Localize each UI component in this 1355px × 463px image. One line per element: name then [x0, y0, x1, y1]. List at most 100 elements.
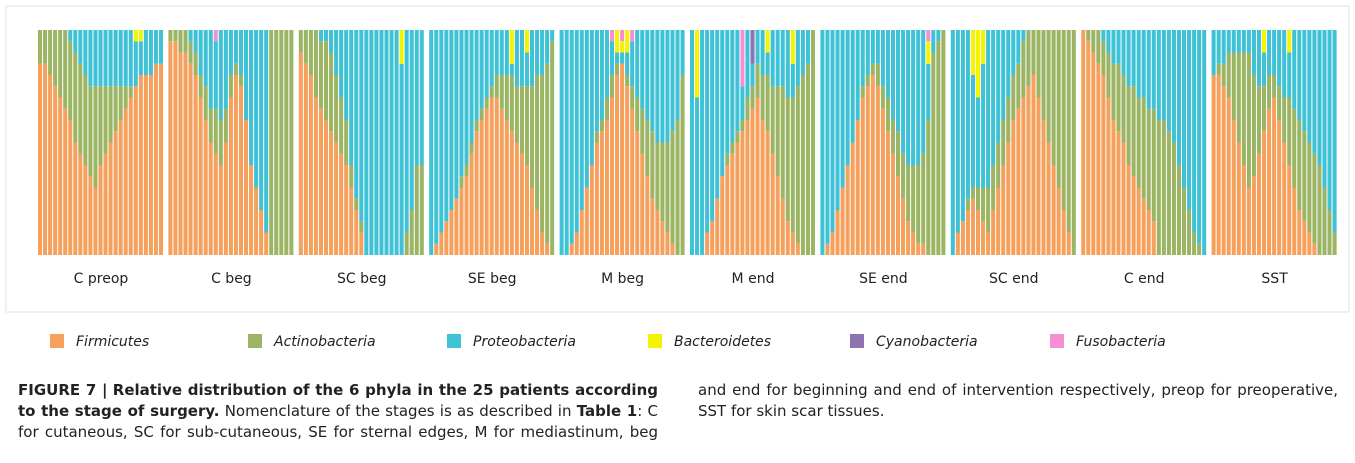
bar-segment: [594, 30, 599, 132]
bar-segment: [244, 120, 249, 255]
bar-segment: [379, 30, 384, 255]
bar-segment: [1096, 63, 1101, 255]
bar-segment: [444, 221, 449, 255]
bar-segment: [1116, 30, 1121, 64]
bar-segment: [790, 97, 795, 233]
bar-segment: [860, 30, 865, 87]
bar-segment: [414, 30, 419, 165]
bar-segment: [720, 30, 725, 177]
bar-segment: [1216, 30, 1221, 64]
bar-segment: [318, 30, 323, 42]
bar-segment: [118, 86, 123, 120]
bar-segment: [494, 97, 499, 255]
bar-segment: [233, 75, 238, 255]
bar-segment: [1126, 86, 1131, 165]
panel-label: SE beg: [468, 271, 517, 287]
bar-segment: [1081, 30, 1086, 255]
bar-segment: [183, 52, 188, 255]
bar-segment: [604, 30, 609, 98]
bar-segment: [103, 153, 108, 255]
bar-segment: [399, 63, 404, 255]
bar-segment: [1236, 30, 1241, 53]
legend-swatch: [50, 334, 64, 348]
bar-segment: [504, 75, 509, 120]
bar-segment: [1317, 165, 1322, 255]
bar-segment: [1322, 30, 1327, 188]
bar-segment: [524, 30, 529, 53]
bar-segment: [409, 30, 414, 210]
bar-segment: [313, 97, 318, 255]
bar-segment: [755, 97, 760, 255]
bar-segment: [339, 30, 344, 98]
bar-segment: [906, 165, 911, 222]
bar-segment: [936, 41, 941, 255]
bar-segment: [800, 75, 805, 255]
bar-segment: [735, 30, 740, 132]
bar-segment: [640, 153, 645, 255]
bar-segment: [931, 30, 936, 53]
bar-segment: [298, 52, 303, 255]
bar-segment: [329, 52, 334, 132]
bar-segment: [1211, 30, 1216, 75]
bar-segment: [1086, 41, 1091, 255]
bar-segment: [108, 142, 113, 255]
bar-segment: [540, 232, 545, 255]
bar-segment: [1292, 108, 1297, 188]
bar-segment: [1292, 30, 1297, 109]
bar-segment: [1086, 30, 1091, 42]
bar-segment: [524, 86, 529, 165]
bar-segment: [845, 165, 850, 255]
bar-segment: [113, 131, 118, 255]
bar-segment: [98, 30, 103, 87]
bar-segment: [1262, 131, 1267, 255]
bar-segment: [695, 97, 700, 255]
bar-segment: [1231, 120, 1236, 255]
bar-segment: [770, 153, 775, 255]
bar-segment: [308, 75, 313, 255]
bar-segment: [1061, 30, 1066, 210]
bar-segment: [981, 187, 986, 222]
bar-segment: [1256, 30, 1261, 87]
bar-segment: [615, 52, 620, 64]
bar-segment: [615, 63, 620, 75]
bar-segment: [735, 142, 740, 255]
bar-segment: [584, 30, 589, 188]
bar-segment: [1141, 30, 1146, 98]
bar-segment: [640, 108, 645, 154]
bar-segment: [870, 75, 875, 255]
bar-segment: [535, 75, 540, 210]
bar-segment: [1101, 75, 1106, 255]
bar-segment: [269, 30, 274, 255]
bar-segment: [896, 176, 901, 255]
bar-segment: [660, 30, 665, 143]
bar-segment: [690, 30, 695, 255]
bar-segment: [540, 30, 545, 75]
bar-segment: [334, 30, 339, 75]
bar-segment: [1131, 30, 1136, 87]
bar-segment: [1171, 142, 1176, 255]
bar-segment: [1016, 108, 1021, 255]
bar-segment: [960, 221, 965, 255]
bar-segment: [535, 210, 540, 255]
bar-segment: [213, 108, 218, 154]
bar-segment: [479, 108, 484, 120]
bar-segment: [198, 75, 203, 98]
bar-segment: [228, 97, 233, 255]
bar-segment: [530, 30, 535, 87]
bar-segment: [228, 75, 233, 98]
bar-segment: [780, 30, 785, 87]
bar-segment: [901, 153, 906, 199]
bar-segment: [404, 232, 409, 255]
bar-segment: [233, 30, 238, 64]
bar-segment: [645, 30, 650, 120]
bar-segment: [896, 131, 901, 177]
bar-segment: [926, 30, 931, 42]
bar-segment: [670, 243, 675, 255]
bar-segment: [1126, 30, 1131, 87]
bar-segment: [474, 30, 479, 120]
bar-segment: [665, 30, 670, 143]
bar-segment: [725, 153, 730, 165]
bar-segment: [464, 165, 469, 177]
bar-segment: [760, 30, 765, 75]
bar-segment: [1307, 30, 1312, 143]
